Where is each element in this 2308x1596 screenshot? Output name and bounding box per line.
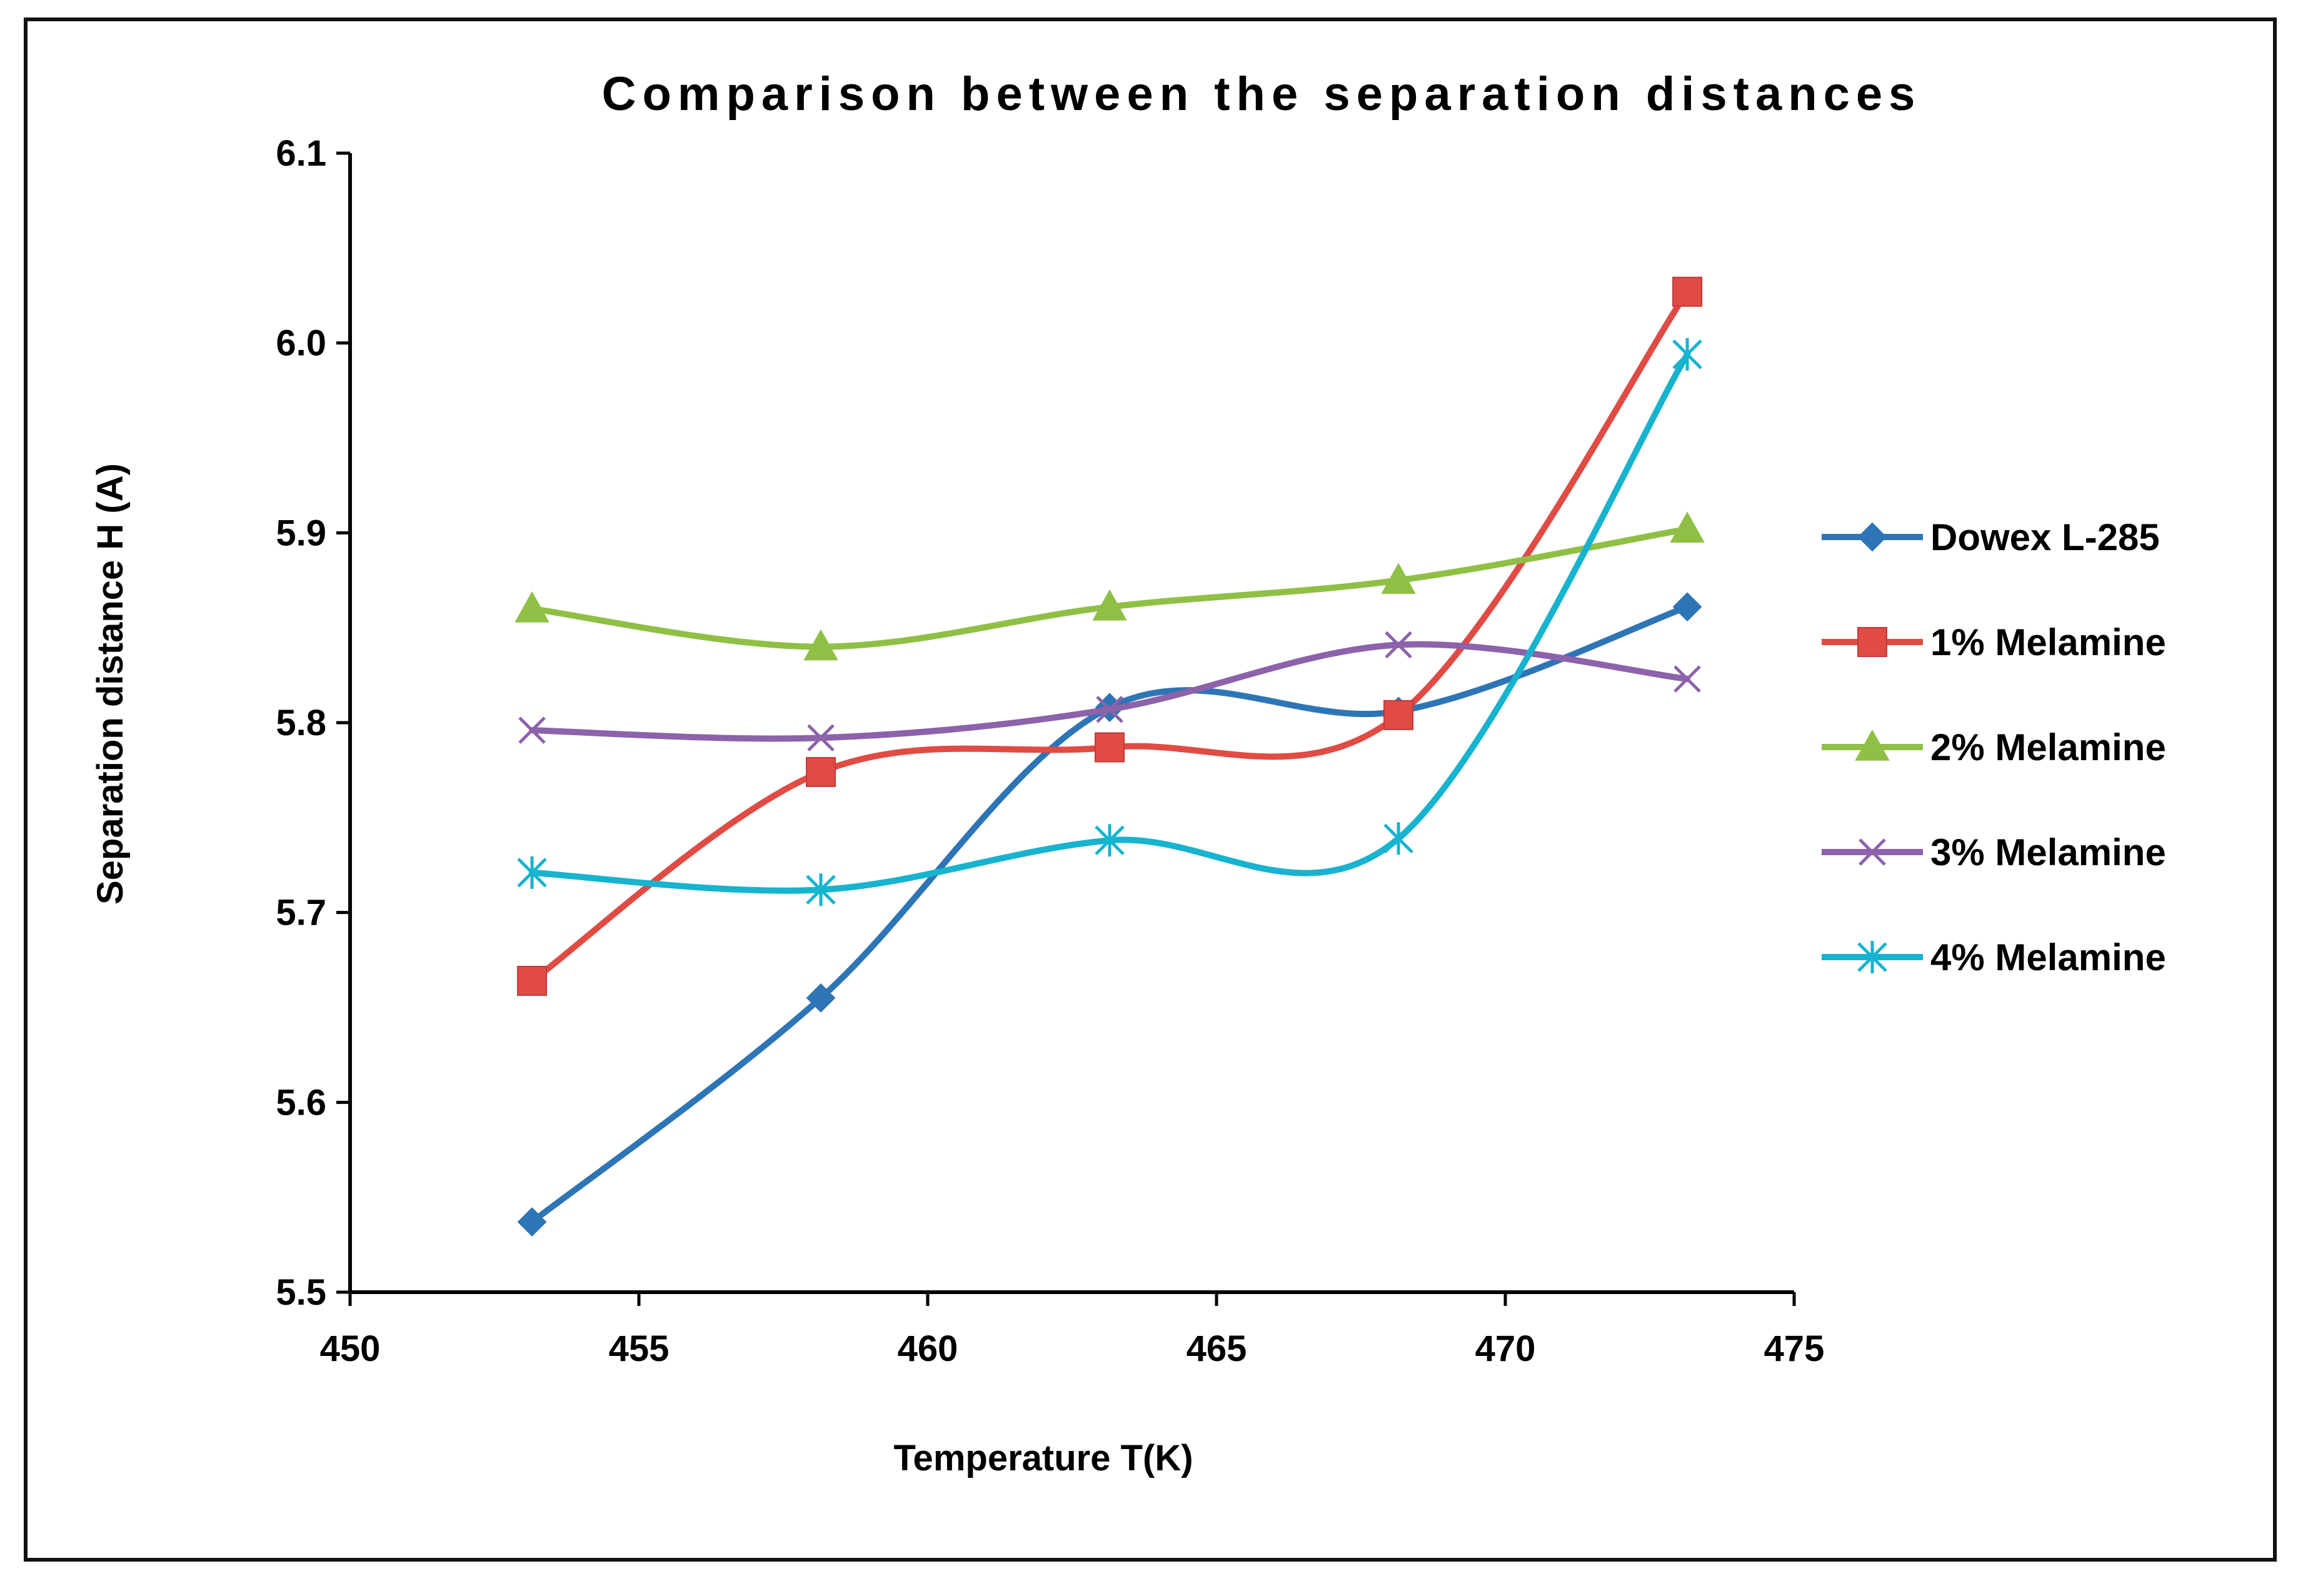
data-point — [1095, 824, 1125, 857]
y-tick-label: 6.0 — [276, 323, 326, 364]
data-point — [806, 983, 836, 1013]
series-5 — [517, 338, 1702, 906]
data-point — [1096, 695, 1123, 723]
chart-canvas: Comparison between the separation distan… — [90, 68, 2166, 1478]
legend-item: 2% Melamine — [1822, 726, 2166, 768]
legend-marker — [1857, 941, 1887, 973]
data-point — [806, 873, 836, 906]
legend-marker — [1855, 729, 1890, 761]
legend-item: Dowex L-285 — [1822, 516, 2160, 558]
x-tick-label: 455 — [609, 1328, 670, 1369]
series-line — [529, 641, 1691, 742]
data-point — [806, 756, 836, 787]
chart-frame: Comparison between the separation distan… — [24, 18, 2277, 1562]
series-line — [529, 351, 1691, 894]
data-point — [518, 716, 546, 744]
series-1 — [517, 592, 1702, 1237]
x-tick-label: 465 — [1187, 1328, 1247, 1369]
x-tick-label: 475 — [1764, 1328, 1825, 1369]
data-point — [1672, 276, 1703, 307]
series-2 — [517, 276, 1703, 996]
data-point — [517, 965, 548, 996]
y-tick-label: 5.5 — [276, 1272, 326, 1313]
series-line — [529, 603, 1691, 1225]
y-tick-label: 5.8 — [276, 703, 326, 743]
x-tick-label: 450 — [320, 1328, 381, 1369]
data-point — [1381, 563, 1416, 595]
data-point — [1670, 511, 1705, 543]
data-point — [803, 629, 838, 661]
legend-marker — [1857, 627, 1887, 657]
y-tick-label: 5.6 — [276, 1082, 326, 1123]
axes: 5.5 5.6 5.7 5.8 5.9 6.0 6.1 450 455 460 465 470 475 — [276, 133, 1824, 1369]
data-point — [1673, 665, 1701, 693]
data-point — [1383, 700, 1414, 730]
legend-label: 2% Melamine — [1930, 726, 2166, 768]
y-tick-label: 5.9 — [276, 513, 326, 553]
legend-marker — [1859, 838, 1886, 866]
legend-marker — [1857, 522, 1887, 552]
data-point — [1092, 589, 1127, 621]
legend-label: 4% Melamine — [1930, 936, 2166, 978]
data-point — [1095, 732, 1125, 763]
x-tick-label: 470 — [1475, 1328, 1536, 1369]
legend-label: Dowex L-285 — [1930, 516, 2160, 558]
x-axis-label: Temperature T(K) — [893, 1438, 1193, 1478]
data-point — [1383, 822, 1413, 855]
series-line — [529, 526, 1691, 650]
y-axis-label: Separation distance H (A) — [90, 463, 131, 905]
data-point — [517, 1207, 547, 1237]
series-line — [529, 288, 1691, 984]
series-layer — [514, 276, 1705, 1237]
data-point — [807, 724, 835, 752]
series-3 — [514, 511, 1705, 661]
data-point — [517, 856, 547, 889]
data-point — [1672, 592, 1702, 622]
legend-label: 1% Melamine — [1930, 621, 2166, 663]
legend-item: 1% Melamine — [1822, 621, 2166, 663]
series-4 — [518, 631, 1701, 752]
y-tick-label: 5.7 — [276, 893, 326, 933]
chart-title: Comparison between the separation distan… — [602, 68, 1922, 121]
data-point — [1672, 338, 1702, 371]
legend-item: 4% Melamine — [1822, 936, 2166, 978]
legend-item: 3% Melamine — [1822, 831, 2166, 873]
legend: Dowex L-285 1% Melamine 2% Melamine 3% Mela… — [1822, 516, 2166, 978]
y-tick-label: 6.1 — [276, 133, 326, 174]
data-point — [1385, 631, 1412, 659]
legend-label: 3% Melamine — [1930, 831, 2166, 873]
x-tick-label: 460 — [898, 1328, 958, 1369]
data-point — [514, 591, 549, 623]
